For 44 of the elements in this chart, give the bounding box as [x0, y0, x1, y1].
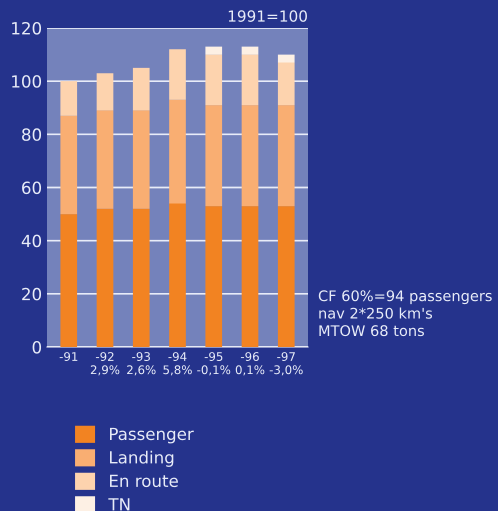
- bar: [278, 54, 295, 63]
- x-tick-label: -93 2,6%: [127, 352, 156, 376]
- y-tick-label: 40: [22, 234, 42, 248]
- bar: [96, 110, 114, 209]
- text: CF 60%=94 passengers nav 2*250 km's MTOW 68 tons: [318, 290, 492, 336]
- bar: [169, 100, 186, 204]
- x-tick-label: -92 2,9%: [90, 352, 120, 376]
- bar: [205, 206, 222, 347]
- y-tick-label: 80: [22, 128, 42, 141]
- bar: [242, 54, 258, 106]
- x-tick-label: -95 -0,1%: [197, 352, 230, 376]
- bar: [60, 81, 78, 116]
- y-tick-label: 20: [22, 288, 42, 300]
- y-tick-label: 60: [22, 181, 42, 194]
- bar: [169, 203, 186, 347]
- bar: [242, 206, 258, 347]
- bar: [278, 206, 295, 347]
- bar: [169, 49, 186, 100]
- bar: [132, 208, 150, 347]
- legend-label: TN: [108, 498, 130, 510]
- y-tick-label: 100: [12, 75, 42, 88]
- legend-label: Landing: [110, 450, 174, 467]
- y-tick-label: 120: [12, 22, 42, 35]
- text: 1991=100: [228, 10, 307, 22]
- bar: [242, 105, 258, 206]
- bar: [278, 62, 295, 106]
- bar: [96, 208, 114, 347]
- bar: [278, 105, 295, 206]
- bar: [205, 46, 222, 55]
- legend-label: En route: [110, 474, 178, 488]
- bar: [242, 46, 258, 55]
- x-tick-label: -97 -3,0%: [270, 352, 303, 376]
- bar: [132, 68, 150, 110]
- legend-label: Passenger: [110, 428, 194, 444]
- x-tick-label: -94 5,8%: [163, 352, 192, 376]
- bar: [205, 54, 222, 106]
- bar: [205, 105, 222, 206]
- bar: [60, 116, 78, 214]
- bar: [96, 73, 114, 110]
- bar: [132, 110, 150, 209]
- x-tick-label: -91: [60, 352, 78, 361]
- x-tick-label: -96 0,1%: [236, 352, 264, 376]
- bar: [60, 214, 78, 347]
- y-tick-label: 0: [32, 340, 42, 354]
